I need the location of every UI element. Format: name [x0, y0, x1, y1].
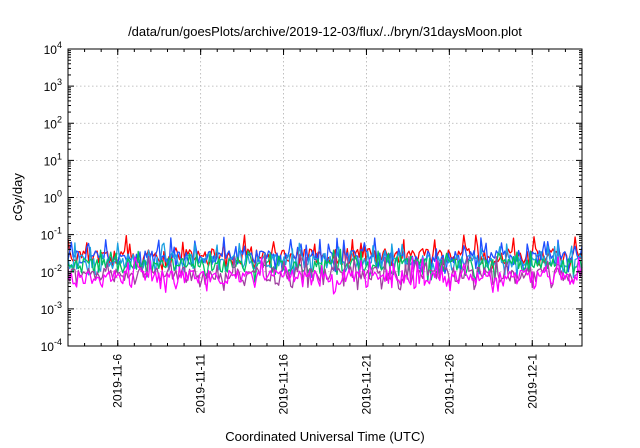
y-tick-label: 10-1 [41, 226, 62, 243]
series-line-4 [67, 248, 583, 283]
y-axis: 10-4 10-3 10-2 10-1 100 101 102 103 104 [41, 40, 582, 354]
x-axis: 2019-11-6 2019-11-11 2019-11-16 2019-11-21 2… [84, 49, 566, 415]
series-line-6 [67, 256, 583, 295]
x-tick-label: 2019-12-1 [525, 354, 539, 409]
y-tick-label: 10-2 [41, 263, 62, 280]
chart-title: /data/run/goesPlots/archive/2019-12-03/f… [128, 24, 522, 39]
x-tick-label: 2019-11-6 [111, 354, 125, 408]
y-tick-label: 101 [44, 151, 62, 168]
x-axis-label: Coordinated Universal Time (UTC) [225, 429, 424, 444]
x-tick-label: 2019-11-21 [359, 354, 373, 415]
y-tick-label: 102 [44, 114, 62, 131]
y-axis-label: cGy/day [10, 173, 25, 221]
grid [68, 49, 582, 346]
x-tick-label: 2019-11-16 [277, 354, 291, 415]
y-tick-label: 10-3 [41, 300, 62, 317]
x-tick-label: 2019-11-26 [442, 354, 456, 415]
y-tick-label: 103 [44, 77, 62, 94]
series-line-5 [67, 253, 583, 292]
series-group [67, 234, 583, 295]
y-tick-label: 100 [44, 189, 62, 206]
x-tick-label: 2019-11-11 [194, 354, 208, 414]
y-tick-label: 10-4 [41, 337, 62, 354]
y-tick-label: 104 [44, 40, 62, 57]
